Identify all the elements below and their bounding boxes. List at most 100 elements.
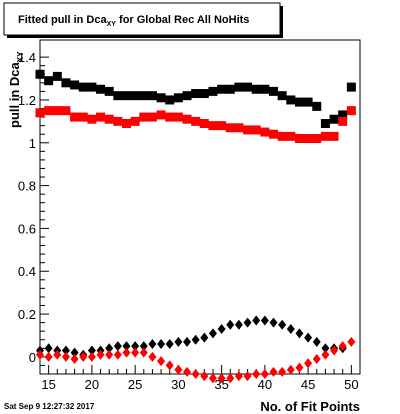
data-point [330, 345, 339, 356]
data-point [70, 112, 80, 122]
data-point [104, 114, 114, 124]
data-point [338, 116, 348, 126]
data-point [243, 82, 253, 92]
data-point [191, 369, 200, 379]
data-point [44, 76, 54, 86]
data-point [217, 121, 227, 131]
data-point [44, 343, 53, 354]
data-point [226, 319, 235, 330]
data-point [174, 364, 183, 375]
x-tick-label: 45 [301, 377, 315, 392]
data-point [286, 364, 295, 375]
y-tick-label: 1 [29, 136, 36, 151]
data-point [139, 112, 149, 122]
data-point [61, 345, 70, 356]
data-point [36, 349, 44, 360]
data-point [295, 362, 304, 373]
y-axis-label: pull in DcaXY [7, 51, 25, 128]
data-point [122, 347, 131, 358]
data-point [78, 82, 88, 92]
data-point [52, 106, 62, 116]
data-point [199, 89, 209, 99]
data-point [312, 336, 321, 347]
series-0 [35, 69, 356, 128]
data-point [70, 354, 79, 365]
data-point [312, 133, 322, 143]
data-point [148, 351, 157, 362]
data-point [278, 366, 287, 377]
data-point [44, 106, 54, 116]
data-point [131, 347, 140, 358]
data-point [182, 114, 192, 124]
data-point [321, 349, 330, 360]
data-point [191, 89, 201, 99]
y-tick-label: 0 [29, 350, 36, 365]
y-tick-label: 1.4 [18, 50, 36, 65]
data-point [199, 119, 209, 128]
data-point [121, 91, 131, 101]
title-box: Fitted pull in DcaXY for Global Rec All … [3, 2, 283, 38]
data-point [121, 119, 131, 128]
data-point [113, 341, 122, 352]
data-point [286, 95, 296, 105]
data-point [304, 332, 313, 343]
data-point [113, 91, 123, 101]
data-point [269, 129, 279, 139]
data-point [35, 69, 45, 79]
data-point [173, 93, 183, 103]
data-point [312, 101, 322, 111]
chart-title-main: Fitted pull in Dca [18, 14, 107, 26]
data-point [78, 112, 88, 122]
data-point [321, 343, 330, 354]
y-tick-label: 0.8 [18, 179, 36, 194]
chart-title-suffix: for Global Rec All NoHits [116, 14, 249, 26]
data-point [277, 131, 287, 141]
data-point [303, 97, 313, 107]
data-point [208, 121, 218, 131]
data-point [157, 339, 166, 350]
x-tick-label: 30 [171, 377, 185, 392]
data-point [320, 131, 330, 141]
data-point [191, 116, 201, 126]
data-point [105, 343, 114, 354]
data-point [139, 341, 148, 352]
data-point [87, 345, 96, 356]
data-point [139, 347, 148, 358]
x-tick-label: 15 [41, 377, 55, 392]
data-point [338, 110, 348, 120]
data-point [44, 351, 53, 362]
data-point [269, 86, 279, 96]
data-point [234, 319, 243, 330]
y-tick-label: 1.2 [18, 93, 36, 108]
data-point [320, 119, 330, 128]
data-point [252, 315, 261, 326]
data-point [260, 127, 270, 137]
data-point [217, 324, 226, 335]
data-point [251, 125, 261, 135]
data-point [312, 354, 321, 365]
data-point [113, 116, 123, 126]
data-point [346, 82, 356, 92]
data-point [87, 351, 96, 362]
data-point [329, 131, 339, 141]
y-tick-label: 0.6 [18, 221, 36, 236]
timestamp: Sat Sep 9 12:27:32 2017 [4, 402, 95, 411]
data-point [61, 78, 71, 88]
data-point [157, 356, 166, 367]
data-point [70, 80, 80, 90]
chart-title-subscript: XY [107, 21, 117, 28]
data-point [183, 336, 192, 347]
data-point [148, 339, 157, 350]
data-point [104, 86, 114, 96]
data-point [234, 123, 244, 133]
data-point [165, 360, 174, 371]
data-point [243, 317, 252, 328]
data-point [173, 112, 183, 122]
data-point [165, 95, 175, 105]
data-point [182, 91, 192, 101]
data-point [338, 341, 347, 352]
data-point [243, 371, 252, 382]
data-point [139, 91, 149, 101]
x-tick-label: 50 [344, 377, 358, 392]
data-point [200, 371, 209, 382]
